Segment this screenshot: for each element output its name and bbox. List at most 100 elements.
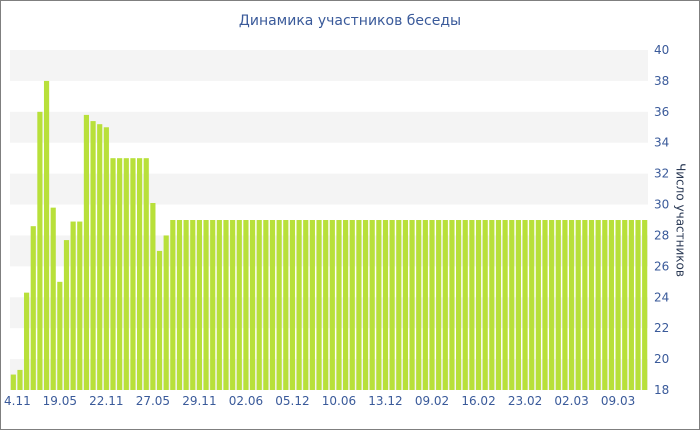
bar [622,220,628,390]
bar [303,220,309,390]
bar [97,124,103,391]
bar [203,220,209,390]
bar [289,220,296,390]
x-tick-label: 4.11 [4,394,31,408]
y-axis-ticks: 18 20 22 24 26 28 30 32 34 36 38 40 [654,43,669,397]
bar [362,220,369,390]
y-tick-label: 36 [654,105,669,119]
bar [336,220,342,390]
bar [608,220,615,390]
bar [475,220,482,390]
bar [249,220,256,390]
bar [130,158,136,390]
bar [416,220,422,390]
bar [329,220,335,390]
grid-bands [10,50,648,390]
bar [396,220,402,390]
bar-series [10,80,648,391]
bar [17,369,23,390]
bar [369,220,375,390]
bar [509,220,515,390]
bar [582,220,588,390]
bar [256,220,262,390]
bar [642,220,648,390]
bar [77,221,83,390]
x-tick-label: 22.11 [89,394,123,408]
bar [356,220,362,390]
y-tick-label: 34 [654,136,669,150]
bar [163,235,169,390]
bar [469,220,475,390]
bar [183,220,189,390]
bar [515,220,521,390]
bar [495,220,502,390]
bar [409,220,415,390]
bar [83,114,90,390]
bar [176,220,183,390]
bar [110,158,116,390]
x-tick-label: 16.02 [461,394,495,408]
bar [276,220,282,390]
bar [57,281,63,390]
y-tick-label: 28 [654,228,669,242]
bar [615,220,621,390]
bar [210,220,216,390]
bar [575,220,581,390]
grid-band [10,50,648,81]
bar [269,220,276,390]
bar [462,220,468,390]
bar [389,220,395,390]
y-tick-label: 18 [654,383,669,397]
grid-band [10,297,648,329]
bar [156,250,163,390]
bar [442,220,448,390]
bar [562,220,568,390]
x-tick-label: 02.03 [554,394,588,408]
grid-band [10,111,648,143]
bar [555,220,561,390]
bar [123,158,129,390]
grid-band [10,173,648,205]
bar [349,220,355,390]
bar [63,240,70,390]
bar [216,220,222,390]
x-tick-label: 27.05 [136,394,170,408]
y-tick-label: 30 [654,198,669,212]
x-tick-label: 02.06 [229,394,263,408]
bar [595,220,601,390]
x-tick-label: 13.12 [368,394,402,408]
bar [43,80,50,390]
bar [24,292,30,390]
x-tick-label: 29.11 [182,394,216,408]
bar [309,220,315,390]
bar [489,220,495,390]
y-tick-label: 32 [654,167,669,181]
bar [522,220,528,390]
bar [542,220,548,390]
x-tick-label: 05.12 [275,394,309,408]
bar [422,220,428,390]
bar [382,220,389,390]
bar [230,220,236,390]
bar [628,220,634,390]
bar [316,220,322,390]
bar [535,220,541,390]
bar [137,158,143,390]
bar [10,374,16,390]
y-tick-label: 40 [654,43,669,57]
bar [263,220,269,390]
bar [150,203,156,390]
bar [449,220,455,390]
bar [50,207,56,390]
bar [502,220,508,390]
y-axis-label: Число участников [674,163,688,277]
bar [70,221,76,390]
bar [549,220,555,390]
bar [190,220,196,390]
chart-title: Динамика участников беседы [238,13,462,29]
bar [283,220,289,390]
bar [170,220,176,390]
bar [323,220,329,390]
bar [103,127,109,391]
bar [568,220,575,390]
